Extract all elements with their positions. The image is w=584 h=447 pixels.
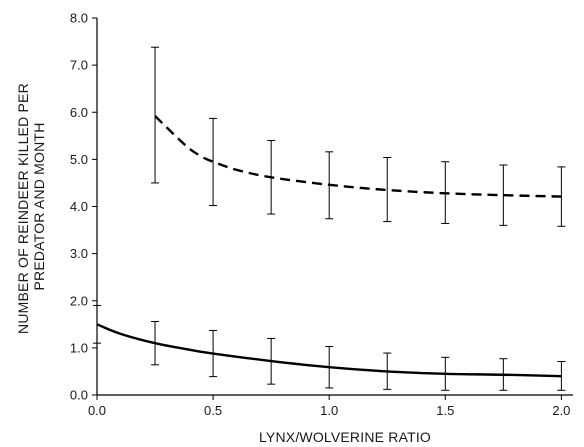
y-tick-label: 4.0 xyxy=(70,199,88,214)
dashed-series-line xyxy=(154,115,562,198)
solid-series xyxy=(93,304,566,391)
y-tick-label: 1.0 xyxy=(70,340,88,355)
x-tick-label: 0.5 xyxy=(204,403,222,418)
y-tick-label: 5.0 xyxy=(70,152,88,167)
y-axis-title-line-2: PREDATOR AND MONTH xyxy=(31,123,47,291)
x-tick-label: 1.5 xyxy=(436,403,454,418)
dashed-series xyxy=(151,46,566,227)
y-tick-label: 7.0 xyxy=(70,58,88,73)
x-tick-label: 2.0 xyxy=(552,403,570,418)
y-tick-label: 6.0 xyxy=(70,105,88,120)
y-tick-label: 3.0 xyxy=(70,246,88,261)
x-tick-label: 0.0 xyxy=(88,403,106,418)
solid-series-line xyxy=(96,323,562,378)
y-tick-label: 0.0 xyxy=(70,388,88,403)
y-axis-title: NUMBER OF REINDEER KILLED PER PREDATOR A… xyxy=(15,79,47,334)
y-tick-label: 8.0 xyxy=(70,11,88,26)
x-axis: 0.0 0.5 1.0 1.5 2.0 xyxy=(88,394,573,418)
y-axis: 0.0 1.0 2.0 3.0 4.0 5.0 6.0 7.0 8.0 xyxy=(70,11,98,403)
y-tick-label: 2.0 xyxy=(70,293,88,308)
series-layer xyxy=(93,46,566,391)
y-axis-title-line-1: NUMBER OF REINDEER KILLED PER xyxy=(15,83,31,334)
x-axis-title: LYNX/WOLVERINE RATIO xyxy=(259,429,431,445)
x-tick-label: 1.0 xyxy=(320,403,338,418)
